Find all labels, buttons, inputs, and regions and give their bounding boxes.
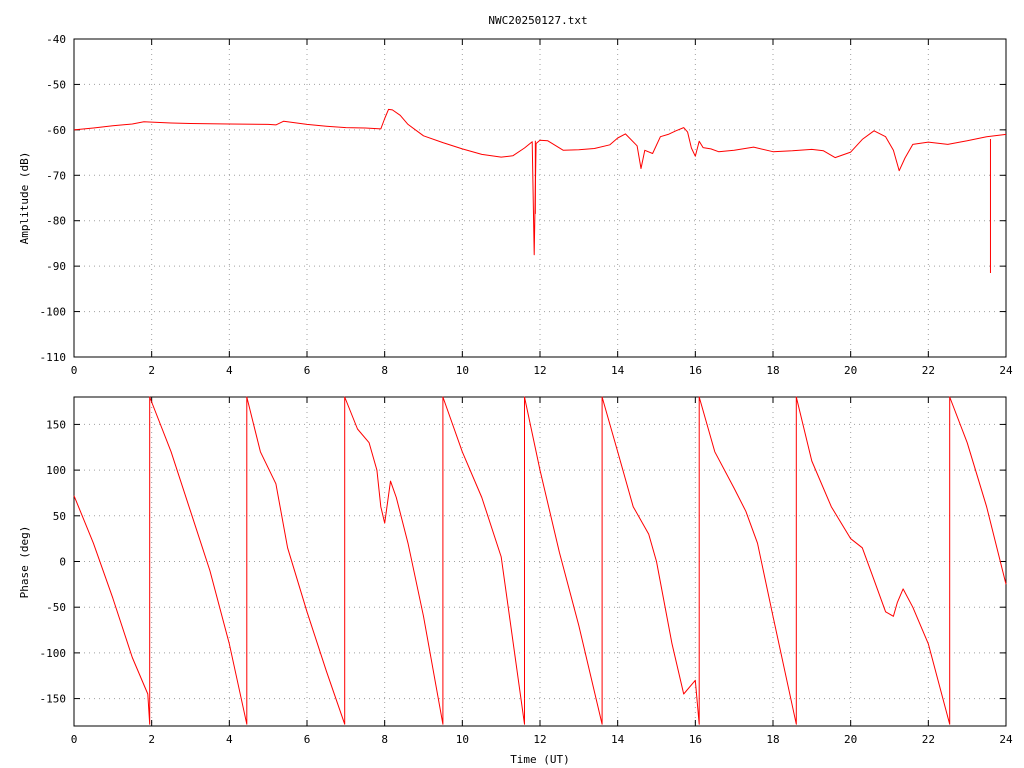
amplitude-series-line [73, 108, 1007, 256]
amplitude-x-tick-label: 0 [71, 364, 78, 377]
amplitude-x-tick-label: 18 [766, 364, 779, 377]
phase-x-tick-label: 2 [148, 733, 155, 746]
amplitude-x-ticks: 0 2 4 6 8 10 12 14 16 18 20 22 24 [71, 39, 1013, 377]
amplitude-y-tick-label: -90 [46, 260, 66, 273]
amplitude-y-tick-label: -50 [46, 78, 66, 91]
amplitude-y-tick-label: -70 [46, 169, 66, 182]
phase-y-tick-label: 0 [59, 556, 66, 569]
amplitude-x-tick-label: 10 [456, 364, 469, 377]
phase-y-axis-label: Phase (deg) [18, 526, 31, 599]
phase-x-tick-label: 14 [611, 733, 625, 746]
amplitude-x-tick-label: 14 [611, 364, 625, 377]
phase-x-tick-label: 0 [71, 733, 78, 746]
amplitude-x-tick-label: 6 [304, 364, 311, 377]
phase-y-tick-label: -100 [40, 647, 67, 660]
amplitude-x-tick-label: 24 [999, 364, 1013, 377]
amplitude-x-tick-label: 8 [381, 364, 388, 377]
phase-y-tick-label: -50 [46, 601, 66, 614]
amplitude-y-tick-label: -80 [46, 215, 66, 228]
amplitude-x-tick-label: 20 [844, 364, 857, 377]
phase-series [73, 396, 1007, 725]
amplitude-y-tick-label: -100 [40, 306, 67, 319]
amplitude-x-tick-label: 22 [922, 364, 935, 377]
amplitude-y-tick-label: -60 [46, 124, 66, 137]
amplitude-x-tick-label: 12 [533, 364, 546, 377]
phase-y-tick-label: 150 [46, 418, 66, 431]
amplitude-x-tick-label: 2 [148, 364, 155, 377]
phase-x-tick-label: 10 [456, 733, 469, 746]
phase-y-tick-label: 50 [53, 510, 66, 523]
phase-x-tick-label: 18 [766, 733, 779, 746]
phase-x-ticks: 0 2 4 6 8 10 12 14 16 18 20 22 24 [71, 397, 1013, 746]
phase-x-tick-label: 24 [999, 733, 1013, 746]
phase-x-tick-label: 20 [844, 733, 857, 746]
amplitude-x-tick-label: 4 [226, 364, 233, 377]
phase-x-tick-label: 16 [689, 733, 702, 746]
phase-x-tick-label: 4 [226, 733, 233, 746]
phase-x-tick-label: 22 [922, 733, 935, 746]
phase-grid [74, 397, 1006, 726]
amplitude-plot: 0 2 4 6 8 10 12 14 16 18 20 22 24 -110-100-90-80-70-… [18, 33, 1013, 377]
phase-y-ticks: -150 -100 -50 0 50 100 150 [40, 418, 1006, 706]
phase-series-line [73, 396, 1007, 725]
amplitude-y-ticks: -110 -100 -90 -80 -70 -60 -50 -40 [40, 33, 1006, 364]
amplitude-y-tick-label: -40 [46, 33, 66, 46]
amplitude-grid [74, 39, 1006, 357]
amplitude-y-axis-label: Amplitude (dB) [18, 152, 31, 245]
phase-plot: 0 2 4 6 8 10 12 14 16 18 20 22 24 -150-100-500501001… [18, 396, 1013, 766]
phase-y-tick-label: -150 [40, 693, 67, 706]
amplitude-series [73, 108, 1007, 273]
phase-y-tick-label: 100 [46, 464, 66, 477]
chart-title: NWC20250127.txt [488, 14, 587, 27]
amplitude-x-tick-label: 16 [689, 364, 702, 377]
phase-x-tick-label: 6 [304, 733, 311, 746]
amplitude-y-tick-label: -110 [40, 351, 67, 364]
phase-x-tick-label: 8 [381, 733, 388, 746]
phase-x-axis-label: Time (UT) [510, 753, 570, 766]
phase-x-tick-label: 12 [533, 733, 546, 746]
